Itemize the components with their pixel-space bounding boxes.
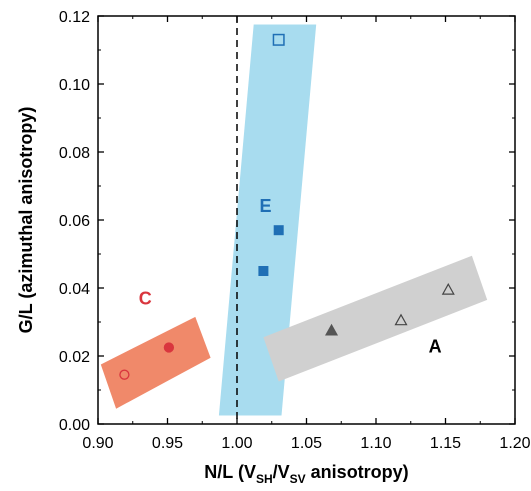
x-axis-title-sub1: SH: [256, 472, 273, 486]
y-tick-label: 0.10: [59, 77, 90, 94]
band-E: [218, 24, 317, 416]
point-A-1: [325, 323, 339, 336]
y-tick-label: 0.02: [59, 349, 90, 366]
group-label-E: E: [259, 196, 271, 216]
point-A-2: [394, 313, 408, 326]
x-axis-ticks: 0.90 0.95 1.00 1.05 1.10 1.15 1.20: [82, 16, 531, 452]
y-tick-label: 0.04: [59, 281, 90, 298]
y-tick-label: 0.06: [59, 213, 90, 230]
data-points: [119, 33, 455, 380]
point-A-3: [441, 282, 455, 295]
group-label-C: C: [139, 289, 152, 309]
x-tick-label: 1.05: [291, 435, 322, 452]
x-tick-label: 1.10: [360, 435, 391, 452]
group-bands: [100, 24, 488, 416]
x-tick-label: 1.20: [499, 435, 530, 452]
band-C: [100, 316, 211, 409]
y-axis-ticks: 0.00 0.02 0.04 0.06 0.08 0.10 0.12: [59, 9, 515, 434]
x-tick-label: 0.95: [152, 435, 183, 452]
x-tick-label: 1.00: [221, 435, 252, 452]
point-E-1: [272, 33, 285, 46]
point-C-1: [119, 369, 130, 380]
x-axis-title-main: N/L (V: [204, 462, 256, 482]
x-tick-label: 1.15: [430, 435, 461, 452]
point-C-2: [163, 342, 175, 353]
point-E-3: [258, 266, 269, 276]
x-axis-title-sub2: SV: [290, 472, 306, 486]
group-labels: C E A: [139, 196, 442, 356]
band-A: [263, 255, 488, 382]
y-tick-label: 0.08: [59, 145, 90, 162]
group-label-A: A: [429, 336, 442, 356]
x-axis-title-mid: /V: [273, 462, 290, 482]
y-axis-title: G/L (azimuthal anisotropy): [16, 107, 36, 334]
x-tick-label: 0.90: [82, 435, 113, 452]
y-tick-label: 0.00: [59, 417, 90, 434]
x-axis-title-end: anisotropy): [306, 462, 409, 482]
point-E-2: [273, 225, 284, 236]
y-tick-label: 0.12: [59, 9, 90, 26]
x-axis-title: N/L (VSH/VSV anisotropy): [204, 462, 408, 486]
